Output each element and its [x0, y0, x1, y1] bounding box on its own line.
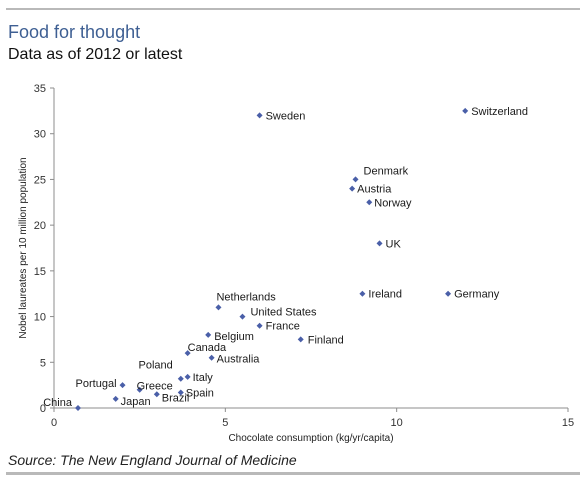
data-point — [239, 313, 246, 320]
y-tick-label: 10 — [34, 312, 46, 324]
data-point — [462, 107, 469, 114]
data-point — [208, 354, 215, 361]
data-point — [256, 322, 263, 329]
point-label: Japan — [121, 396, 151, 408]
point-label: Finland — [308, 334, 344, 346]
chart-subtitle: Data as of 2012 or latest — [8, 46, 183, 63]
point-label: UK — [386, 238, 402, 250]
y-ticks: 0 5 10 15 20 25 30 35 — [34, 83, 54, 415]
data-point — [153, 391, 160, 398]
data-point — [256, 112, 263, 119]
data-point — [359, 290, 366, 297]
y-tick-label: 15 — [34, 266, 46, 278]
point-label: Italy — [193, 372, 214, 384]
bottom-rule — [6, 472, 580, 475]
data-point — [366, 199, 373, 206]
data-point — [184, 373, 191, 380]
y-tick-label: 25 — [34, 174, 46, 186]
data-point — [177, 375, 184, 382]
point-label: Belgium — [214, 331, 254, 343]
data-point — [112, 395, 119, 402]
point-label: Greece — [137, 381, 173, 393]
data-point — [136, 386, 143, 393]
point-label: Poland — [139, 360, 173, 372]
data-point — [445, 290, 452, 297]
data-point — [215, 304, 222, 311]
data-point — [376, 240, 383, 247]
point-label: Canada — [188, 342, 227, 354]
data-point — [297, 336, 304, 343]
data-point — [74, 405, 81, 411]
source-note: Source: The New England Journal of Medic… — [8, 452, 297, 468]
y-axis-title: Nobel laureates per 10 million populatio… — [18, 157, 29, 338]
x-tick-label: 0 — [51, 417, 57, 429]
data-point — [177, 389, 184, 396]
point-label: Spain — [186, 387, 214, 399]
point-label: Australia — [217, 354, 261, 366]
chart-title: Food for thought — [8, 22, 141, 42]
point-label: China — [43, 397, 73, 409]
y-tick-label: 20 — [34, 220, 46, 232]
x-tick-label: 15 — [562, 417, 574, 429]
top-rule — [6, 8, 580, 10]
data-point — [349, 185, 356, 192]
y-tick-label: 35 — [34, 83, 46, 95]
data-point — [352, 176, 359, 183]
y-tick-label: 30 — [34, 129, 46, 141]
point-label: Sweden — [266, 110, 306, 122]
data-point — [119, 382, 126, 389]
data-point — [184, 350, 191, 357]
point-label: Ireland — [368, 289, 402, 301]
point-label: Denmark — [364, 165, 409, 177]
point-label: Brazil — [162, 392, 190, 404]
point-label: Germany — [454, 289, 500, 301]
x-tick-label: 5 — [222, 417, 228, 429]
x-ticks: 0 5 10 15 — [51, 408, 574, 429]
x-tick-label: 10 — [391, 417, 403, 429]
point-label: Portugal — [76, 378, 117, 390]
point-label: Norway — [374, 197, 412, 209]
point-label: United States — [250, 307, 317, 319]
data-point — [205, 331, 212, 338]
point-label: Austria — [357, 184, 392, 196]
x-axis-title: Chocolate consumption (kg/yr/capita) — [228, 433, 393, 444]
y-tick-label: 5 — [40, 357, 46, 369]
point-label: Netherlands — [216, 291, 276, 303]
point-label: Switzerland — [471, 106, 528, 118]
y-tick-label: 0 — [40, 403, 46, 415]
point-label: France — [266, 321, 300, 333]
